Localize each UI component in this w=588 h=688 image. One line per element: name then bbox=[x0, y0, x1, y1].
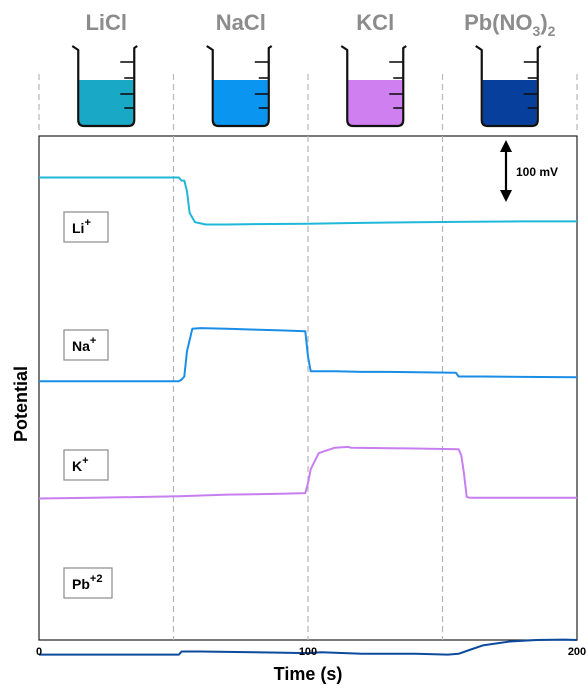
beaker-icon bbox=[475, 45, 542, 128]
x-tick-label: 200 bbox=[568, 646, 586, 658]
ion-label-na: Na+ bbox=[63, 329, 109, 361]
beaker-icon bbox=[71, 45, 138, 128]
salt-label: Pb(NO3)2 bbox=[464, 10, 556, 39]
legend-entry: Na+ bbox=[72, 335, 96, 354]
beaker-solution bbox=[482, 80, 537, 125]
beaker-icon bbox=[340, 45, 407, 128]
beaker-solution bbox=[348, 80, 403, 125]
beaker-solution bbox=[213, 80, 268, 125]
salt-label: KCl bbox=[356, 10, 394, 35]
salt-label: LiCl bbox=[85, 10, 127, 35]
legend-entry: Li+ bbox=[72, 217, 91, 236]
scale-bar: 100 mV bbox=[500, 140, 558, 202]
x-tick-label: 0 bbox=[36, 646, 42, 658]
series-line-k bbox=[38, 445, 577, 500]
series-line-pb bbox=[39, 638, 578, 656]
series-line-na bbox=[39, 327, 578, 383]
ion-label-k: K+ bbox=[63, 449, 109, 481]
beaker-icon bbox=[206, 45, 273, 128]
salt-label: NaCl bbox=[216, 10, 266, 35]
legend-entry: K+ bbox=[72, 455, 89, 474]
x-tick-label: 100 bbox=[299, 646, 317, 658]
beaker-solution bbox=[79, 80, 134, 125]
ion-label-pb: Pb+2 bbox=[63, 567, 113, 599]
y-axis-title: Potential bbox=[11, 366, 31, 442]
series-line-li bbox=[39, 176, 577, 226]
legend-entry: Pb+2 bbox=[72, 573, 102, 592]
ion-label-li: Li+ bbox=[63, 211, 109, 243]
x-axis-title: Time (s) bbox=[274, 664, 343, 684]
scale-bar-label: 100 mV bbox=[516, 165, 558, 179]
